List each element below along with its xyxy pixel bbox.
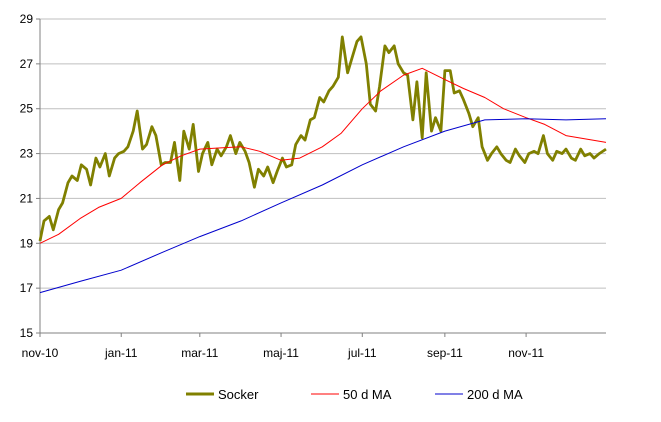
- axes: 15 17 19 21 23 25 27 29 nov-10 jan-11 mar-11 maj-11…: [20, 12, 606, 360]
- y-tick-label: 17: [20, 281, 34, 295]
- series-line-2: [39, 118, 607, 294]
- legend-label-2: 200 d MA: [467, 387, 523, 402]
- legend-label-1: 50 d MA: [343, 387, 392, 402]
- legend: Socker 50 d MA 200 d MA: [186, 387, 523, 402]
- grid-lines: [40, 18, 606, 289]
- x-tick-label: sep-11: [427, 346, 463, 360]
- y-tick-label: 21: [20, 191, 34, 205]
- y-tick-label: 29: [20, 12, 34, 26]
- x-tick-label: mar-11: [181, 346, 218, 360]
- y-tick-label: 27: [20, 57, 34, 71]
- series-line-1: [39, 67, 607, 244]
- x-tick-label: jan-11: [104, 346, 138, 360]
- x-tick-label: maj-11: [263, 346, 299, 360]
- series-line-0: [38, 35, 607, 242]
- y-tick-label: 23: [20, 147, 34, 161]
- x-tick-label: nov-10: [22, 346, 59, 360]
- x-tick-label: nov-11: [508, 346, 544, 360]
- x-tick-label: jul-11: [347, 346, 377, 360]
- legend-label-0: Socker: [218, 387, 259, 402]
- y-tick-label: 25: [20, 102, 34, 116]
- series-lines: [38, 35, 607, 294]
- y-tick-label: 19: [20, 236, 34, 250]
- y-tick-label: 15: [20, 326, 34, 340]
